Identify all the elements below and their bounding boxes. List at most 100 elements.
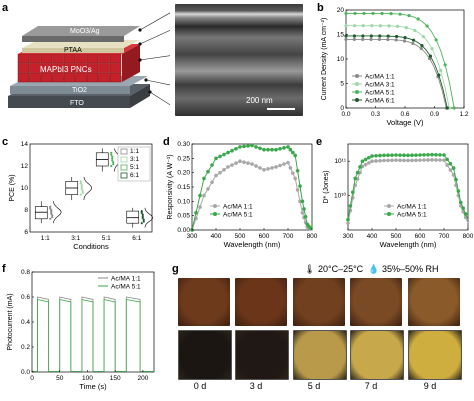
condition-rh: 35%–50% RH <box>381 264 439 274</box>
data-point <box>81 191 84 194</box>
data-point <box>142 218 145 221</box>
x-tick-label: 800 <box>463 233 474 240</box>
x-tick-label: 800 <box>307 233 318 240</box>
spectrum-point <box>410 153 414 158</box>
panel-g-label: g <box>172 263 179 275</box>
spectrum-point <box>214 156 218 161</box>
jv-point <box>353 24 357 28</box>
chart-e-detectivity: 300 400 500 600 700 800 10¹⁰ 10¹¹ Wavelength (nm… <box>323 143 474 249</box>
y-axis-label: Responsivity (A W⁻¹) <box>167 154 174 219</box>
pnc-cube <box>17 63 30 73</box>
spectrum-point <box>242 144 246 149</box>
label-moo3ag: MoO3/Ag <box>70 28 100 35</box>
jv-point <box>344 37 348 41</box>
legend-entry: 5:1 <box>130 164 139 171</box>
spectrum-point <box>300 199 305 204</box>
layer-moo3ag <box>22 26 140 36</box>
jv-point <box>421 35 426 39</box>
pnc-cube <box>75 53 87 64</box>
spectrum-point <box>382 153 386 158</box>
spectrum-point <box>286 160 290 165</box>
data-point <box>79 182 82 185</box>
film-photo-fresh <box>350 278 402 326</box>
spectrum-point <box>246 144 250 148</box>
label-mapbi3: MAPbI3 PNCs <box>40 65 92 74</box>
spectrum-point <box>238 159 242 163</box>
humidity-icon: 💧 <box>368 264 380 274</box>
legend-swatch <box>120 156 128 163</box>
spectrum-point <box>274 165 278 169</box>
spectrum-point <box>300 211 305 215</box>
x-tick-label: 300 <box>343 233 354 240</box>
legend-marker <box>387 204 391 208</box>
jv-point <box>389 12 393 16</box>
x-tick-label: 6:1 <box>132 235 141 242</box>
spectrum-point <box>434 152 438 157</box>
spectrum-point <box>463 212 468 216</box>
y-axis-label: PCE (%) <box>9 174 16 201</box>
pnc-cube <box>98 63 110 73</box>
data-point <box>110 151 113 154</box>
spectrum-point <box>303 214 308 219</box>
pnc-cube <box>109 72 122 83</box>
spectrum-point <box>206 169 210 174</box>
x-tick-label: 400 <box>211 233 222 240</box>
film-photo-fresh <box>235 278 287 326</box>
spectrum-point <box>194 211 198 215</box>
jv-point <box>396 24 400 28</box>
spectrum-point <box>394 153 398 157</box>
condition-temp: 20°C–25°C <box>317 264 364 274</box>
spectrum-point <box>461 206 465 211</box>
x-tick-label: 700 <box>283 233 294 240</box>
spectrum-point <box>370 154 374 158</box>
spectrum-point <box>295 168 300 173</box>
spectrum-point <box>351 190 355 194</box>
jv-point <box>394 38 398 42</box>
y-tick-label: 10 <box>21 185 29 192</box>
film-photo-aged <box>350 330 404 380</box>
legend-entry: Ac/MA 1:1 <box>365 73 395 80</box>
spectrum-point <box>374 159 378 163</box>
x-tick-label: 200 <box>137 375 148 382</box>
jv-point <box>378 34 382 38</box>
jv-point <box>425 24 429 28</box>
spectrum-point <box>293 153 297 158</box>
panel-c-label: c <box>2 136 9 148</box>
spectrum-point <box>246 161 250 165</box>
jv-point <box>352 37 356 41</box>
spectrum-point <box>214 173 218 178</box>
x-tick-label: 5:1 <box>102 235 111 242</box>
spectrum-point <box>288 147 293 152</box>
jv-point <box>419 46 423 51</box>
x-tick-label: 0.3 <box>371 111 380 118</box>
x-axis-label: Conditions <box>73 242 109 251</box>
y-tick-label: 20 <box>337 7 345 14</box>
spectrum-point <box>367 161 371 165</box>
spectrum-point <box>298 184 302 188</box>
pnc-cube <box>63 63 76 73</box>
y-tick-label: 15 <box>337 32 345 39</box>
day-label: 7 d <box>364 381 378 391</box>
y-axis-label: Photocurrent (mA) <box>7 293 14 350</box>
sem-cross-section <box>175 4 303 116</box>
jv-point <box>369 34 373 38</box>
scale-bar-label: 200 nm <box>246 96 273 105</box>
spectrum-point <box>390 153 394 157</box>
spectrum-point <box>210 180 214 185</box>
jv-point <box>386 37 390 42</box>
y-tick-label: 10¹⁰ <box>334 192 346 200</box>
film-photo-aged <box>178 330 232 380</box>
pnc-side <box>122 44 140 82</box>
data-point <box>112 163 115 166</box>
y-tick-label: 0.4 <box>21 319 30 326</box>
y-tick-label: 5 <box>340 81 344 88</box>
legend-swatch <box>120 172 128 179</box>
x-tick-label: 500 <box>235 233 246 240</box>
jv-point <box>352 34 357 38</box>
pnc-cube <box>109 53 122 64</box>
jv-point <box>353 11 357 16</box>
chart-d-responsivity: 300 400 500 600 700 800 0.00 0.05 0.10 0.15 0.20 0.… <box>167 141 318 249</box>
jv-point <box>369 37 373 42</box>
pnc-cube <box>86 53 99 64</box>
data-point <box>80 185 83 189</box>
